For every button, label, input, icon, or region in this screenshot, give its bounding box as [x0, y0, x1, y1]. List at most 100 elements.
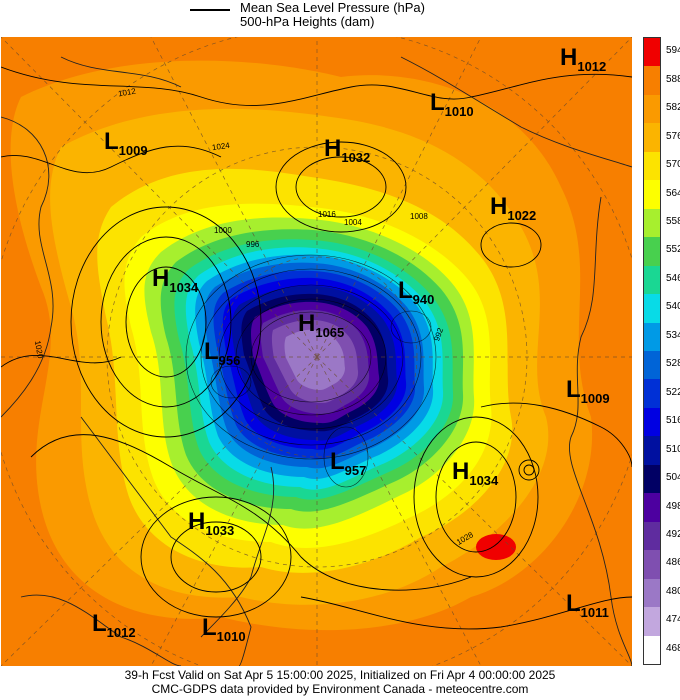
colorbar-level-label: 552: [666, 244, 680, 256]
height-field-480: [284, 329, 345, 390]
pressure-center-low: L1012: [92, 610, 136, 640]
colorbar-swatch: [644, 123, 660, 153]
colorbar-level-label: 480: [666, 585, 680, 597]
center-pressure-value: 957: [344, 463, 367, 478]
colorbar-swatch: [644, 322, 660, 352]
colorbar-swatch: [644, 151, 660, 181]
colorbar-swatch: [644, 180, 660, 210]
colorbar-swatch: [644, 436, 660, 466]
coastlines: [1, 56, 632, 666]
pressure-center-high: H1022: [490, 193, 536, 223]
pressure-center-low: L1011: [566, 590, 609, 620]
height-colorbar: [643, 37, 661, 665]
center-pressure-value: 1012: [106, 625, 136, 640]
colorbar-swatch: [644, 294, 660, 324]
colorbar-swatch: [644, 94, 660, 124]
center-type-letter: L: [430, 89, 445, 116]
header-mslp-label: Mean Sea Level Pressure (hPa): [240, 0, 425, 15]
isobar-label: 1000: [214, 226, 232, 235]
colorbar-level-label: 582: [666, 102, 680, 114]
center-type-letter: L: [566, 590, 581, 617]
center-pressure-value: 1032: [341, 150, 371, 165]
colorbar-swatch: [644, 578, 660, 608]
center-type-letter: L: [204, 338, 219, 365]
center-type-letter: H: [452, 458, 470, 485]
center-type-letter: L: [92, 610, 107, 637]
isobar-label: 1016: [318, 210, 336, 219]
colorbar-level-label: 468: [666, 642, 680, 654]
forecast-valid-text: 39-h Fcst Valid on Sat Apr 5 15:00:00 20…: [124, 668, 556, 682]
pressure-center-low: L940: [398, 277, 435, 307]
mslp-legend-line: [190, 9, 230, 11]
pressure-center-high: H1033: [188, 508, 234, 538]
colorbar-level-label: 570: [666, 159, 680, 171]
center-pressure-value: 1034: [469, 473, 499, 488]
center-type-letter: H: [324, 135, 342, 162]
colorbar-level-label: 522: [666, 386, 680, 398]
colorbar-level-label: 594: [666, 45, 680, 57]
center-type-letter: H: [490, 193, 508, 220]
lat-lon-grid: [1, 37, 632, 666]
colorbar-swatch: [644, 379, 660, 409]
colorbar-level-label: 540: [666, 301, 680, 313]
colorbar-swatch: [644, 38, 660, 67]
center-type-letter: H: [560, 44, 578, 71]
weather-map: [1, 37, 632, 666]
center-pressure-value: 1012: [577, 59, 607, 74]
isobar-label: 996: [246, 240, 260, 249]
data-credit-text: CMC-GDPS data provided by Environment Ca…: [151, 682, 529, 696]
center-type-letter: H: [188, 508, 206, 535]
colorbar-swatch: [644, 550, 660, 580]
colorbar-level-label: 534: [666, 329, 680, 341]
center-type-letter: H: [152, 265, 170, 292]
colorbar-level-label: 528: [666, 358, 680, 370]
colorbar-swatch: [644, 351, 660, 380]
pressure-center-high: H1034: [452, 458, 499, 488]
colorbar-swatch: [644, 237, 660, 267]
center-pressure-value: 1010: [216, 629, 246, 644]
center-pressure-value: 956: [218, 353, 241, 368]
colorbar-swatch: [644, 607, 660, 637]
colorbar-level-label: 474: [666, 614, 680, 626]
header-heights-label: 500-hPa Heights (dam): [240, 14, 375, 29]
center-pressure-value: 1034: [169, 280, 199, 295]
center-pressure-value: 1011: [580, 605, 609, 620]
map-canvas: [1, 37, 632, 666]
colorbar-swatch: [644, 66, 660, 96]
center-type-letter: L: [330, 448, 345, 475]
colorbar-swatch: [644, 521, 660, 551]
pressure-center-low: L957: [330, 448, 367, 478]
isobar-label: 1008: [410, 212, 428, 221]
colorbar-swatch: [644, 464, 660, 494]
colorbar-level-label: 492: [666, 528, 680, 540]
pressure-center-high: H1032: [324, 135, 371, 165]
center-type-letter: L: [202, 614, 217, 641]
pressure-center-high: H1065: [298, 310, 345, 340]
center-type-letter: H: [298, 310, 316, 337]
colorbar-swatch: [644, 208, 660, 238]
center-type-letter: L: [398, 277, 413, 304]
pressure-center-low: L956: [204, 338, 241, 368]
pressure-center-high: H1034: [152, 265, 199, 295]
colorbar-swatch: [644, 407, 660, 437]
pressure-center-low: L1009: [566, 376, 610, 406]
colorbar-level-label: 588: [666, 73, 680, 85]
center-pressure-value: 940: [412, 292, 435, 307]
isobars: [1, 66, 632, 630]
colorbar-swatch: [644, 265, 660, 295]
map-header: Mean Sea Level Pressure (hPa) 500-hPa He…: [0, 0, 680, 36]
center-pressure-value: 1010: [444, 104, 474, 119]
map-footer: 39-h Fcst Valid on Sat Apr 5 15:00:00 20…: [0, 668, 680, 696]
colorbar-level-label: 516: [666, 415, 680, 427]
center-type-letter: L: [566, 376, 581, 403]
colorbar-level-label: 564: [666, 187, 680, 199]
pressure-center-high: H1012: [560, 44, 607, 74]
center-pressure-value: 1065: [315, 325, 345, 340]
height-field-594: [476, 534, 516, 560]
inner-contours: [185, 254, 437, 488]
center-type-letter: L: [104, 128, 119, 155]
pressure-center-low: L1010: [430, 89, 474, 119]
colorbar-level-label: 504: [666, 472, 680, 484]
colorbar-level-label: 510: [666, 443, 680, 455]
isobar-label: 1004: [344, 218, 362, 227]
